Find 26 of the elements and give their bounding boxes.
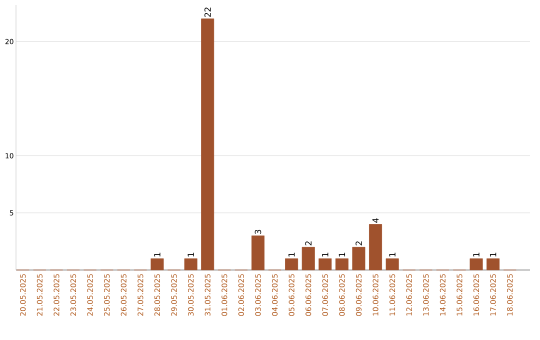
bar [150, 258, 164, 270]
data-label: 2 [356, 241, 362, 246]
bar [486, 258, 500, 270]
bar [386, 258, 399, 270]
bar [335, 258, 348, 270]
data-label: 1 [322, 252, 328, 256]
data-label: 1 [490, 252, 496, 256]
bar [302, 246, 315, 270]
bar [369, 224, 382, 270]
data-label: 1 [389, 252, 396, 256]
data-label: 1 [288, 252, 295, 256]
bar [470, 258, 483, 270]
bar [318, 258, 332, 270]
data-label: 1 [154, 252, 160, 256]
bar [352, 246, 366, 270]
bar [285, 258, 298, 270]
bar [251, 236, 264, 270]
data-label: 2 [305, 241, 312, 246]
data-label: 1 [188, 252, 194, 256]
data-label: 1 [473, 252, 480, 256]
bar [201, 18, 214, 270]
data-label: 3 [254, 230, 262, 234]
data-label: 4 [372, 218, 379, 223]
data-label: 1 [338, 252, 346, 256]
bar [184, 258, 198, 270]
data-label: 22 [204, 8, 211, 17]
